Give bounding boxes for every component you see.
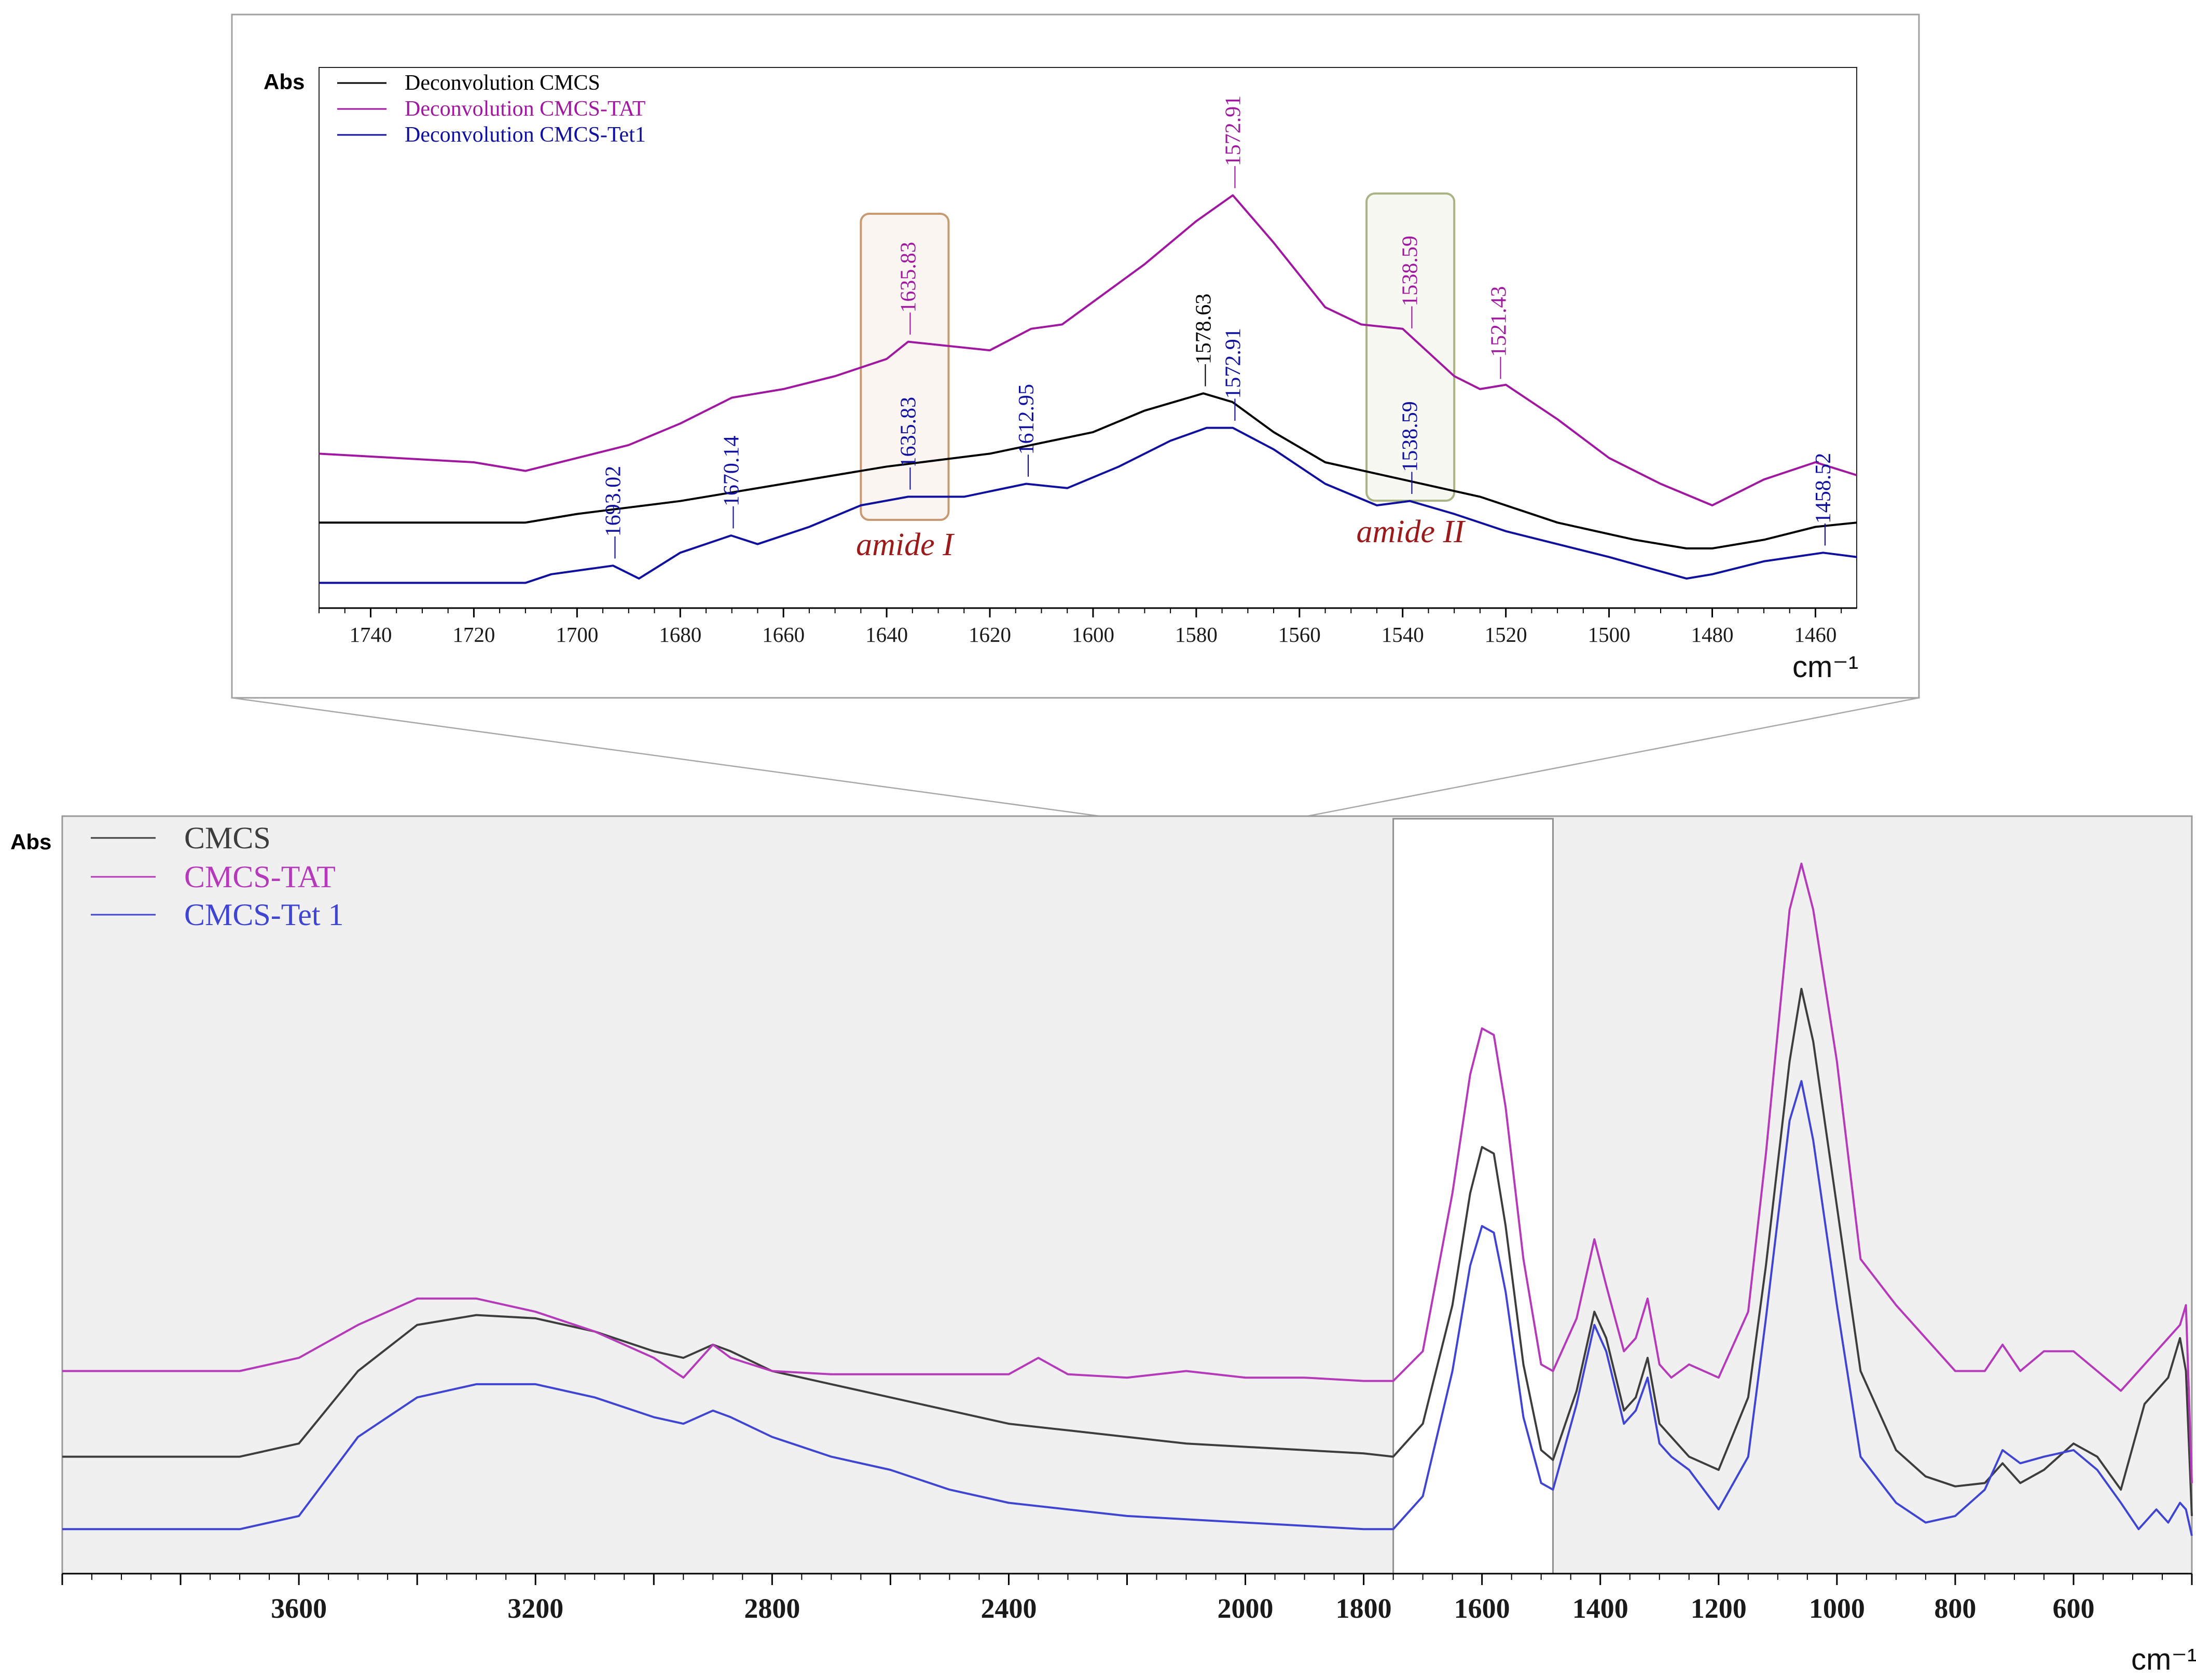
inset-tick-label-1660: 1660 xyxy=(762,623,805,646)
main-plot-area xyxy=(61,815,2193,1575)
inset-panel: Abs —1578.63 —1635.83 —1572.91 —1538.59 —152… xyxy=(231,13,1920,699)
main-tick-label-2000: 2000 xyxy=(1218,1593,1274,1624)
peak-label-deconvolution-cmcs-tet1-1693-02: —1693.02 xyxy=(602,466,626,559)
main-y-axis-label: Abs xyxy=(10,830,51,854)
inset-tick-label-1620: 1620 xyxy=(969,623,1011,646)
legend-label-cmcs-tet1-main: CMCS-Tet 1 xyxy=(184,898,344,932)
inset-tick-label-1700: 1700 xyxy=(556,623,598,646)
legend-label-cmcs-main: CMCS xyxy=(184,821,271,855)
legend-label-cmcs-tet1: Deconvolution CMCS-Tet1 xyxy=(405,123,646,147)
inset-tick-label-1720: 1720 xyxy=(452,623,495,646)
main-x-axis-title: cm⁻¹ xyxy=(2131,1643,2196,1676)
amide-i-label: amide I xyxy=(856,527,955,562)
inset-tick-label-1580: 1580 xyxy=(1175,623,1218,646)
inset-line-deconvolution-cmcs-tat xyxy=(319,194,1857,506)
peak-label-deconvolution-cmcs-tat-1635-83: —1635.83 xyxy=(897,242,921,335)
peak-label-deconvolution-cmcs-tat-1521-43: —1521.43 xyxy=(1487,286,1511,379)
main-legend: CMCS CMCS-TAT CMCS-Tet 1 xyxy=(91,821,344,932)
main-panel: Abs 3600 3200 2800 2400 2000 1800 1600 1400 1200… xyxy=(10,815,2196,1676)
main-tick-label-1600: 1600 xyxy=(1454,1593,1510,1624)
inset-tick-label-1680: 1680 xyxy=(659,623,701,646)
peak-label-deconvolution-cmcs-tat-1538-59: —1538.59 xyxy=(1399,236,1422,329)
peak-label-deconvolution-cmcs-tet1-1572-91: —1572.91 xyxy=(1221,328,1245,421)
inset-tick-label-1600: 1600 xyxy=(1072,623,1114,646)
main-tick-label-1000: 1000 xyxy=(1809,1593,1865,1624)
peak-label-deconvolution-cmcs-tat-1572-91: —1572.91 xyxy=(1221,95,1245,189)
inset-plot-area xyxy=(319,67,1857,609)
main-line-cmcs-tat xyxy=(62,862,2193,1483)
main-series-group xyxy=(62,862,2193,1536)
main-tick-label-3600: 3600 xyxy=(271,1593,327,1624)
main-tick-label-2400: 2400 xyxy=(980,1593,1037,1624)
inset-tick-label-1520: 1520 xyxy=(1485,623,1527,646)
main-tick-label-600: 600 xyxy=(2052,1593,2094,1624)
main-tick-label-800: 800 xyxy=(1934,1593,1976,1624)
zoom-connector-right xyxy=(1307,697,1919,817)
inset-line-deconvolution-cmcs xyxy=(319,392,1857,549)
inset-tick-label-1640: 1640 xyxy=(865,623,908,646)
inset-legend: Deconvolution CMCS Deconvolution CMCS-TA… xyxy=(337,71,646,147)
inset-line-deconvolution-cmcs-tet1 xyxy=(319,426,1857,584)
peak-label-deconvolution-cmcs-tet1-1538-59: —1538.59 xyxy=(1399,401,1422,494)
zoom-connector-left xyxy=(231,697,1100,817)
inset-y-axis-label: Abs xyxy=(264,70,305,94)
inset-tick-label-1480: 1480 xyxy=(1691,623,1734,646)
inset-tick-label-1560: 1560 xyxy=(1278,623,1321,646)
inset-tick-label-1740: 1740 xyxy=(349,623,392,646)
inset-tick-label-1540: 1540 xyxy=(1382,623,1424,646)
main-tick-label-2800: 2800 xyxy=(744,1593,800,1624)
main-x-ticks: 3600 3200 2800 2400 2000 1800 1600 1400 1200 1000… xyxy=(61,1574,2193,1624)
inset-tick-label-1500: 1500 xyxy=(1588,623,1631,646)
legend-label-cmcs-tat-main: CMCS-TAT xyxy=(184,860,336,894)
main-tick-label-1400: 1400 xyxy=(1572,1593,1628,1624)
legend-label-cmcs: Deconvolution CMCS xyxy=(405,71,600,95)
legend-label-cmcs-tat: Deconvolution CMCS-TAT xyxy=(405,97,645,121)
amide-ii-label: amide II xyxy=(1356,514,1466,549)
inset-x-axis-title: cm⁻¹ xyxy=(1792,650,1858,684)
peak-label-deconvolution-cmcs-tet1-1670-14: —1670.14 xyxy=(720,436,743,529)
peak-label-deconvolution-cmcs-tet1-1612-95: —1612.95 xyxy=(1015,384,1039,477)
main-tick-label-1200: 1200 xyxy=(1691,1593,1747,1624)
inset-x-ticks: 1740 1720 1700 1680 1660 1640 1620 1600 1580 1560… xyxy=(319,608,1842,646)
inset-tick-label-1460: 1460 xyxy=(1794,623,1836,646)
inset-peak-labels: —1578.63 —1635.83 —1572.91 —1538.59 —1521.43… xyxy=(602,95,1835,559)
peak-label-deconvolution-cmcs-1578-63: —1578.63 xyxy=(1192,294,1216,387)
main-tick-label-1800: 1800 xyxy=(1336,1593,1392,1624)
main-tick-label-3200: 3200 xyxy=(507,1593,563,1624)
peak-label-deconvolution-cmcs-tet1-1458-52: —1458.52 xyxy=(1812,453,1835,546)
zoom-window xyxy=(1392,818,1554,1575)
inset-series-group xyxy=(319,194,1857,584)
peak-label-deconvolution-cmcs-tet1-1635-83: —1635.83 xyxy=(897,397,921,490)
main-line-cmcs-tet-1 xyxy=(62,1080,2193,1536)
